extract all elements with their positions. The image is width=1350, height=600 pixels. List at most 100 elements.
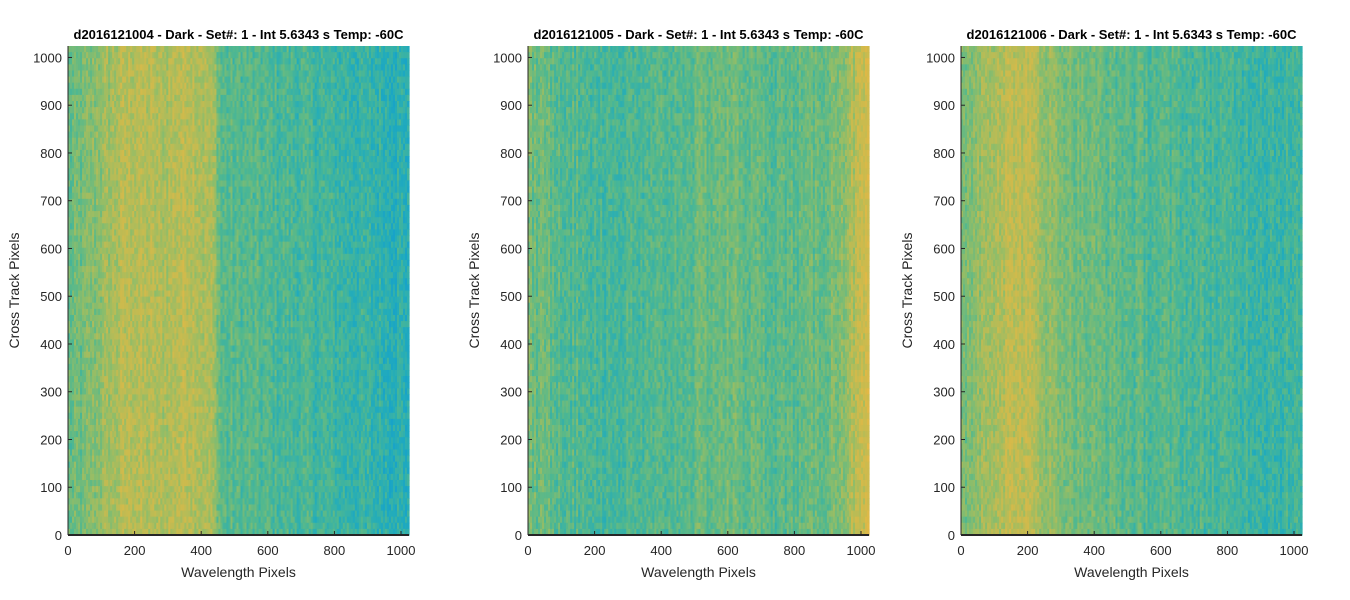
- heatmap-cell: [88, 168, 91, 175]
- heatmap-cell: [72, 492, 75, 499]
- heatmap-cell: [84, 82, 87, 90]
- heatmap-cell: [96, 186, 99, 194]
- heatmap-cell: [94, 217, 97, 224]
- heatmap-cell: [78, 186, 81, 194]
- heatmap-cell: [88, 357, 91, 365]
- heatmap-cell: [90, 137, 93, 145]
- heatmap-cell: [88, 70, 91, 78]
- heatmap-cell: [78, 412, 81, 420]
- heatmap-cell: [74, 125, 77, 133]
- heatmap-cell: [90, 204, 93, 212]
- heatmap-cell: [72, 211, 75, 218]
- heatmap-cell: [96, 321, 99, 328]
- heatmap-cell: [94, 278, 97, 285]
- heatmap-cell: [78, 204, 81, 212]
- heatmap-cell: [94, 504, 97, 512]
- heatmap-cell: [96, 143, 99, 151]
- heatmap-cell: [74, 345, 77, 353]
- heatmap-cell: [70, 192, 73, 200]
- heatmap-cell: [70, 259, 73, 267]
- heatmap-cell: [82, 259, 85, 267]
- heatmap-cell: [90, 363, 93, 371]
- heatmap-cell: [68, 70, 71, 78]
- heatmap-cell: [84, 479, 87, 487]
- heatmap-cell: [76, 376, 79, 383]
- heatmap-cell: [92, 64, 95, 72]
- heatmap-cell: [74, 473, 77, 481]
- heatmap-cell: [88, 162, 91, 169]
- heatmap-cell: [86, 369, 89, 377]
- heatmap-cell: [96, 308, 99, 316]
- heatmap-cell: [80, 394, 83, 402]
- heatmap-cell: [84, 424, 87, 432]
- heatmap-cell: [74, 504, 77, 512]
- heatmap-cell: [68, 449, 71, 457]
- heatmap-cell: [88, 351, 91, 359]
- heatmap-cell: [82, 321, 85, 328]
- heatmap-cell: [76, 314, 79, 322]
- heatmap-cell: [86, 70, 89, 78]
- heatmap-cell: [96, 522, 99, 530]
- heatmap-cell: [76, 125, 79, 133]
- heatmap-cell: [74, 204, 77, 212]
- heatmap-cell: [76, 522, 79, 530]
- heatmap-cell: [100, 94, 103, 102]
- heatmap-cell: [96, 70, 99, 78]
- heatmap-cell: [74, 107, 77, 114]
- heatmap-cell: [72, 266, 75, 273]
- heatmap-cell: [100, 308, 103, 316]
- heatmap-cell: [84, 284, 87, 292]
- heatmap-cell: [76, 516, 79, 524]
- heatmap-cell: [78, 94, 81, 102]
- heatmap-cell: [70, 394, 73, 402]
- heatmap-cell: [96, 486, 99, 493]
- heatmap-cell: [98, 64, 101, 72]
- heatmap-cell: [74, 211, 77, 218]
- heatmap-cell: [88, 412, 91, 420]
- heatmap-cell: [88, 296, 91, 304]
- heatmap-cell: [94, 143, 97, 151]
- heatmap-cell: [88, 302, 91, 310]
- heatmap-cell: [80, 131, 83, 139]
- heatmap-cell: [92, 149, 95, 157]
- heatmap-cell: [90, 223, 93, 230]
- heatmap-cell: [78, 467, 81, 475]
- heatmap-cell: [78, 382, 81, 389]
- heatmap-cell: [100, 357, 103, 365]
- heatmap-cell: [94, 241, 97, 249]
- heatmap-cell: [82, 461, 85, 469]
- heatmap-cell: [72, 461, 75, 469]
- heatmap-cell: [100, 259, 103, 267]
- heatmap-cell: [96, 406, 99, 414]
- heatmap-cell: [78, 437, 81, 444]
- heatmap-cell: [100, 302, 103, 310]
- heatmap-cell: [82, 64, 85, 72]
- heatmap-cell: [78, 272, 81, 279]
- heatmap-cell: [82, 418, 85, 426]
- heatmap-cell: [74, 333, 77, 340]
- heatmap-cell: [84, 223, 87, 230]
- heatmap-cell: [98, 369, 101, 377]
- heatmap-cell: [68, 473, 71, 481]
- heatmap-cell: [74, 272, 77, 279]
- heatmap-cell: [80, 522, 83, 530]
- heatmap-cell: [96, 333, 99, 340]
- heatmap-cell: [92, 394, 95, 402]
- heatmap-cell: [80, 58, 83, 65]
- heatmap-cell: [82, 198, 85, 206]
- heatmap-cell: [72, 528, 75, 536]
- heatmap-cell: [100, 327, 103, 334]
- heatmap-cell: [70, 284, 73, 292]
- heatmap-cell: [84, 290, 87, 298]
- heatmap-cell: [78, 180, 81, 188]
- heatmap-cell: [94, 406, 97, 414]
- heatmap-cell: [98, 259, 101, 267]
- heatmap-cell: [84, 94, 87, 102]
- heatmap-cell: [92, 388, 95, 396]
- heatmap-cell: [86, 479, 89, 487]
- heatmap-cell: [92, 479, 95, 487]
- heatmap-cell: [76, 101, 79, 108]
- heatmap-cell: [96, 101, 99, 108]
- heatmap-cell: [88, 88, 91, 96]
- heatmap-cell: [84, 345, 87, 353]
